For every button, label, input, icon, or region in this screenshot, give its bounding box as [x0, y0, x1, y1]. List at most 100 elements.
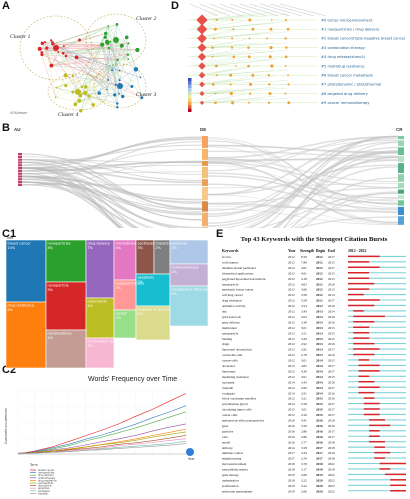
burst-keyword: multicenter: [222, 326, 238, 330]
burst-begin: 2012: [316, 304, 323, 308]
network-node: [113, 93, 117, 97]
burst-year: 2012: [288, 271, 295, 275]
timeline-link: [191, 48, 219, 57]
treemap-tile-pct: 2%: [172, 292, 178, 296]
network-edge: [81, 70, 113, 94]
timeline-link: [203, 65, 261, 76]
vosviewer-logo: VOSviewer: [10, 111, 28, 115]
sankey-flow: [21, 167, 203, 221]
sankey-flow: [21, 159, 203, 212]
network-edge: [51, 59, 118, 66]
treemap-tile-label: cisplatin: [156, 242, 170, 246]
burst-keyword: immune control: [222, 451, 243, 455]
network-edge: [93, 59, 129, 105]
timeline-node: [213, 37, 216, 40]
burst-strength: 2.78: [301, 353, 307, 357]
timeline-node: [231, 101, 235, 105]
network-node: [121, 94, 125, 99]
sankey-flow: [207, 159, 399, 215]
sankey-flow: [21, 138, 203, 167]
burst-strength: 3.29: [301, 337, 307, 341]
burst-strength: 4.65: [301, 364, 307, 368]
burst-keyword: microenvironment: [222, 462, 246, 466]
sankey-flow: [207, 187, 399, 204]
timeline-node: [248, 37, 251, 40]
burst-strength: 3.58: [301, 446, 307, 450]
timeline-link: [191, 58, 219, 67]
network-edge: [42, 43, 123, 97]
burst-begin: 2016: [316, 419, 323, 423]
burst-strength: 2.86: [301, 429, 307, 433]
treemap-tile-label: breast cancer: [8, 242, 32, 246]
timeline-node: [229, 92, 233, 96]
burst-begin: 2018: [316, 462, 323, 466]
timeline-link: [211, 49, 289, 57]
burst-begin: 2015: [316, 413, 323, 417]
burst-keyword: block copolymer micelles: [222, 397, 257, 401]
timeline-node: [214, 101, 217, 105]
timeline-link: [207, 87, 275, 94]
c2-legend-item: drug resistance: [38, 479, 57, 482]
network-edge: [63, 53, 128, 55]
network-edge: [65, 85, 118, 108]
burst-end: 2015: [328, 277, 335, 281]
network-edge: [106, 25, 109, 90]
network-node: [124, 35, 129, 40]
burst-begin: 2013: [316, 320, 323, 324]
burst-strength: 3.21: [301, 397, 307, 401]
timeline-node: [230, 46, 234, 49]
sankey-flow: [21, 170, 125, 228]
network-node: [64, 54, 68, 58]
burst-end: 2018: [328, 457, 335, 461]
sankey-flow: [293, 198, 399, 228]
network-edge: [119, 43, 129, 81]
burst-year: 2012: [288, 413, 295, 417]
c2-legend-item: apoptosis: [38, 487, 50, 490]
treemap-tile-label: targeted drug delivery: [138, 308, 176, 312]
burst-begin: 2019: [316, 473, 323, 477]
sankey-flow: [301, 191, 399, 228]
burst-year: 2018: [288, 468, 295, 472]
burst-year: 2012: [288, 282, 295, 286]
burst-end: 2017: [328, 255, 335, 259]
burst-strength: 3.66: [301, 288, 307, 292]
sankey-flow: [207, 145, 399, 153]
sankey-flow: [207, 156, 399, 162]
burst-year: 2012: [288, 260, 295, 264]
sankey-flow: [21, 175, 203, 201]
timeline-node: [232, 28, 235, 31]
treemap-tile-label: nanoparticles: [48, 242, 71, 246]
timeline-node: [269, 46, 273, 50]
cluster-1-label: Cluster 1: [10, 34, 31, 40]
treemap-tile-label: nanomedicine: [48, 332, 72, 336]
treemap-tile-pct: 2%: [88, 344, 94, 348]
timeline-node: [229, 83, 232, 86]
network-node: [127, 42, 130, 45]
network-edge: [51, 65, 120, 71]
burst-keyword: mediating resistance: [222, 375, 250, 379]
c2-series-line: [17, 411, 187, 455]
network-edge: [108, 25, 129, 60]
col-range: 2012 - 2022: [348, 249, 366, 253]
treemap-tile-pct: 8%: [48, 246, 54, 250]
panel-label-d: D: [171, 0, 179, 12]
timeline-link: [199, 93, 247, 103]
network-edge: [88, 80, 120, 97]
burst-year: 2012: [288, 288, 295, 292]
timeline-header-tick: [239, 3, 279, 17]
burst-strength: 3.01: [301, 408, 307, 412]
burst-keyword: drug resistance: [222, 299, 242, 303]
sankey-node-cr: [398, 156, 404, 162]
network-edge: [76, 57, 120, 94]
sankey-flow: [276, 151, 399, 228]
burst-keyword: molecular mechanisms: [222, 489, 253, 493]
timeline-header-tick: [199, 3, 231, 17]
burst-begin: 2012: [316, 282, 323, 286]
burst-keyword: biomedical applications: [222, 271, 254, 275]
sankey-node-au: [18, 167, 22, 170]
sankey-flow: [207, 208, 399, 226]
frequency-panel-c2: Cumulate occurrences Year Term breast ca…: [4, 389, 195, 495]
network-edge: [52, 24, 118, 45]
burst-end: 2018: [328, 419, 335, 423]
network-node: [62, 45, 65, 48]
